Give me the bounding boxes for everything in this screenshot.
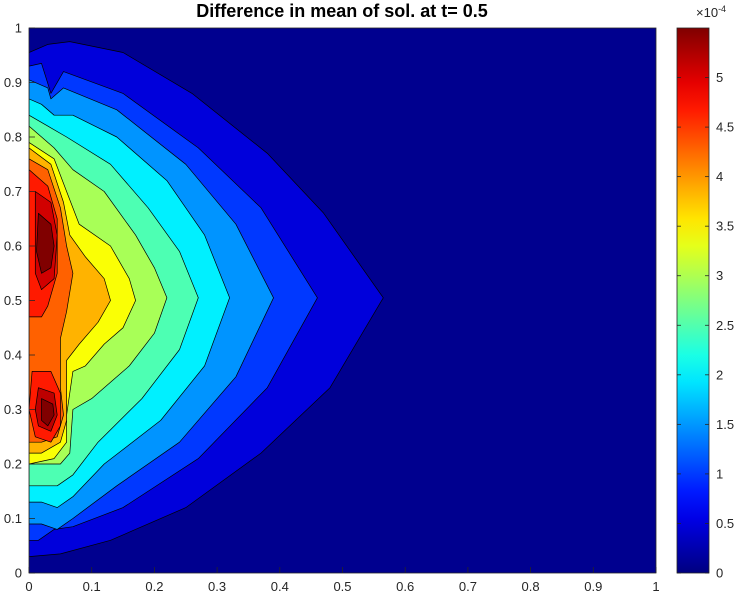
colorbar: 0 0.5 1 1.5 2 2.5 3 3.5 4 4.5 5 ×10-4 (676, 4, 734, 581)
x-axis: 0 0.1 0.2 0.3 0.4 0.5 0.6 0.7 0.8 0.9 1 (25, 567, 660, 594)
y-tick-label: 1 (15, 21, 22, 36)
contour-level-12 (36, 212, 55, 274)
x-tick-label: 0.3 (208, 579, 226, 594)
colorbar-tick-label: 1.5 (716, 417, 734, 432)
y-tick-label: 0.5 (4, 293, 22, 308)
colorbar-tick-label: 0.5 (716, 516, 734, 531)
colorbar-tick-label: 4.5 (716, 120, 734, 135)
x-tick-label: 0.9 (584, 579, 602, 594)
y-tick-label: 0.1 (4, 511, 22, 526)
colorbar-gradient (676, 27, 710, 574)
x-tick-label: 0.4 (271, 579, 289, 594)
x-tick-label: 0.7 (459, 579, 477, 594)
x-tick-label: 0.5 (333, 579, 351, 594)
plot-area (28, 27, 657, 574)
x-tick-label: 0.1 (83, 579, 101, 594)
y-tick-label: 0.8 (4, 130, 22, 145)
y-tick-label: 0.7 (4, 184, 22, 199)
colorbar-tick-label: 3 (716, 268, 723, 283)
x-tick-label: 0 (25, 579, 32, 594)
x-tick-label: 1 (652, 579, 659, 594)
colorbar-tick-label: 3.5 (716, 219, 734, 234)
colorbar-exponent: ×10-4 (696, 4, 726, 20)
y-axis: 0 0.1 0.2 0.3 0.4 0.5 0.6 0.7 0.8 0.9 1 (4, 21, 35, 581)
x-tick-label: 0.8 (522, 579, 540, 594)
colorbar-exponent-power: -4 (718, 4, 726, 14)
x-tick-label: 0.2 (145, 579, 163, 594)
colorbar-tick-label: 5 (716, 70, 723, 85)
colorbar-tick-label: 2.5 (716, 318, 734, 333)
y-tick-label: 0 (15, 566, 22, 581)
chart-title: Difference in mean of sol. at t= 0.5 (196, 1, 488, 21)
y-tick-label: 0.9 (4, 75, 22, 90)
colorbar-tick-label: 0 (716, 566, 723, 581)
y-tick-label: 0.2 (4, 457, 22, 472)
colorbar-ticks: 0 0.5 1 1.5 2 2.5 3 3.5 4 4.5 5 (677, 70, 734, 581)
y-tick-label: 0.4 (4, 348, 22, 363)
contour-level-15 (41, 398, 55, 427)
contour-layers (29, 41, 384, 557)
x-tick-label: 0.6 (396, 579, 414, 594)
y-tick-label: 0.6 (4, 239, 22, 254)
colorbar-tick-label: 2 (716, 367, 723, 382)
colorbar-exponent-base: ×10 (696, 5, 718, 20)
colorbar-tick-label: 1 (716, 466, 723, 481)
colorbar-tick-label: 4 (716, 169, 723, 184)
y-tick-label: 0.3 (4, 402, 22, 417)
